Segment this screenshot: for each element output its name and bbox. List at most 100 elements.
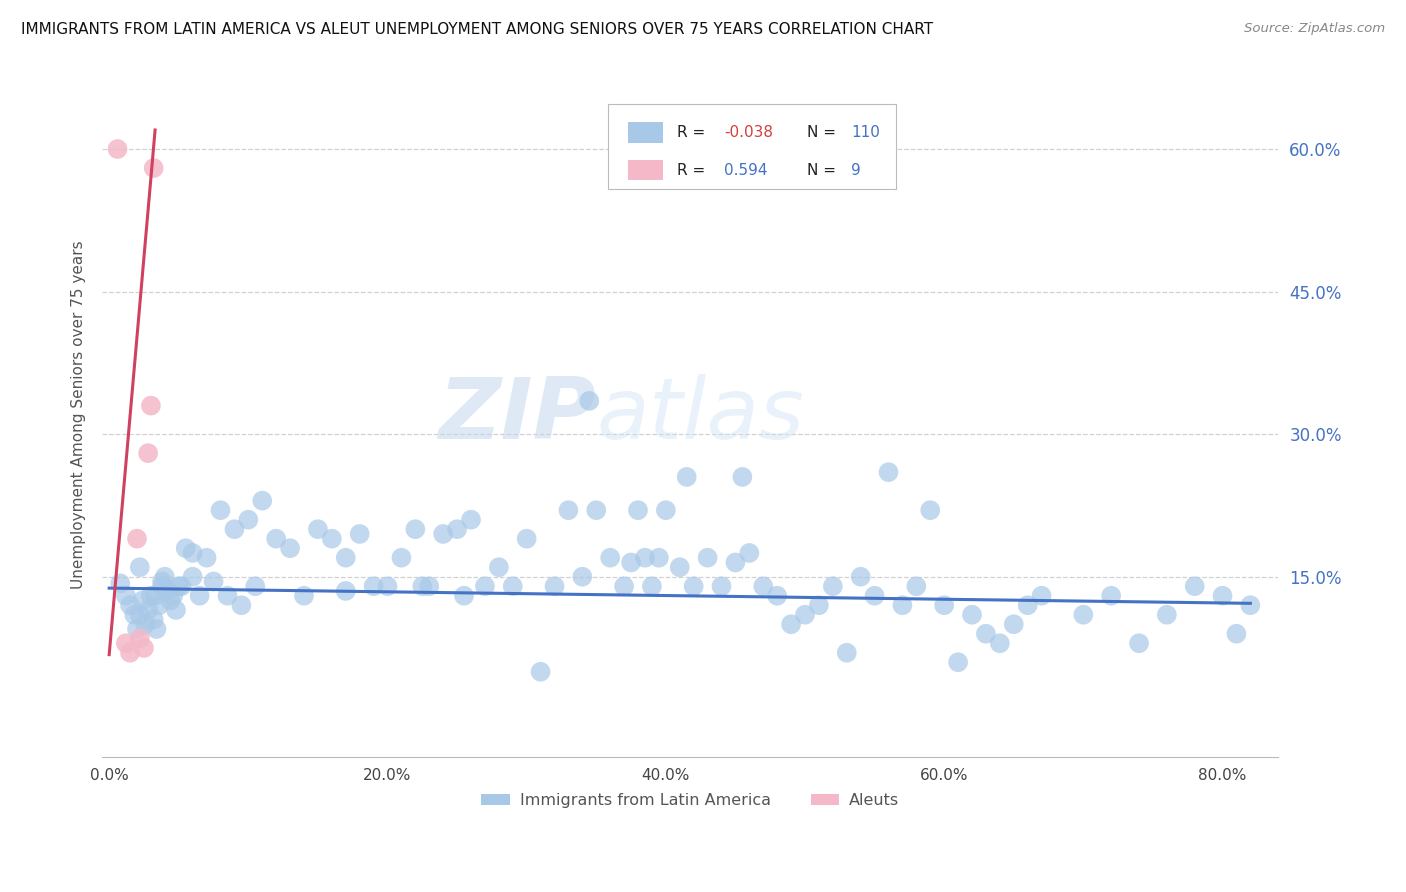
- Point: [620, 556, 643, 570]
- Point: [150, 579, 173, 593]
- Point: [153, 570, 176, 584]
- Legend: Immigrants from Latin America, Aleuts: Immigrants from Latin America, Aleuts: [475, 787, 905, 814]
- Point: [136, 603, 159, 617]
- Point: [1225, 626, 1247, 640]
- Point: [1211, 589, 1233, 603]
- Point: [655, 503, 678, 517]
- Point: [181, 570, 204, 584]
- Point: [453, 589, 475, 603]
- Point: [139, 399, 162, 413]
- Point: [170, 579, 193, 593]
- Point: [905, 579, 928, 593]
- Point: [156, 584, 179, 599]
- Point: [377, 579, 399, 593]
- Y-axis label: Unemployment Among Seniors over 75 years: Unemployment Among Seniors over 75 years: [72, 241, 86, 590]
- Point: [122, 607, 145, 622]
- Point: [641, 579, 664, 593]
- Point: [1156, 607, 1178, 622]
- Point: [252, 493, 274, 508]
- Point: [724, 556, 747, 570]
- Point: [960, 607, 983, 622]
- Point: [128, 560, 150, 574]
- Point: [578, 393, 600, 408]
- Point: [752, 579, 775, 593]
- Point: [125, 532, 148, 546]
- Point: [1184, 579, 1206, 593]
- Text: 9: 9: [851, 162, 860, 178]
- Point: [863, 589, 886, 603]
- Point: [807, 599, 830, 613]
- Point: [1128, 636, 1150, 650]
- Point: [159, 593, 181, 607]
- Point: [571, 570, 593, 584]
- Point: [543, 579, 565, 593]
- Point: [877, 465, 900, 479]
- Point: [181, 546, 204, 560]
- Point: [516, 532, 538, 546]
- Point: [148, 599, 170, 613]
- Point: [136, 446, 159, 460]
- Point: [1239, 599, 1261, 613]
- Point: [529, 665, 551, 679]
- Point: [446, 522, 468, 536]
- Point: [202, 574, 225, 589]
- Point: [132, 640, 155, 655]
- Point: [195, 550, 218, 565]
- Point: [264, 532, 287, 546]
- Point: [150, 574, 173, 589]
- Point: [391, 550, 413, 565]
- Point: [920, 503, 942, 517]
- Text: atlas: atlas: [596, 374, 804, 457]
- Point: [488, 560, 510, 574]
- Point: [107, 142, 129, 156]
- Text: ZIP: ZIP: [439, 374, 596, 457]
- Point: [1099, 589, 1122, 603]
- Point: [128, 607, 150, 622]
- Point: [145, 622, 167, 636]
- Point: [245, 579, 267, 593]
- Point: [134, 617, 156, 632]
- Point: [217, 589, 239, 603]
- Point: [1031, 589, 1053, 603]
- Point: [162, 589, 184, 603]
- Point: [934, 599, 956, 613]
- Point: [363, 579, 385, 593]
- Point: [188, 589, 211, 603]
- Point: [118, 599, 141, 613]
- Point: [224, 522, 246, 536]
- FancyBboxPatch shape: [607, 103, 896, 189]
- Point: [209, 503, 232, 517]
- Point: [139, 589, 162, 603]
- FancyBboxPatch shape: [628, 160, 664, 180]
- Point: [349, 527, 371, 541]
- Point: [1002, 617, 1025, 632]
- Point: [634, 550, 657, 565]
- Point: [115, 589, 138, 603]
- Point: [891, 599, 914, 613]
- Point: [110, 576, 132, 591]
- Point: [335, 584, 357, 599]
- Point: [292, 589, 315, 603]
- Point: [131, 593, 153, 607]
- Point: [766, 589, 789, 603]
- Point: [599, 550, 621, 565]
- Point: [849, 570, 872, 584]
- Text: N =: N =: [807, 125, 841, 140]
- Point: [613, 579, 636, 593]
- Point: [460, 513, 482, 527]
- Point: [821, 579, 844, 593]
- Point: [974, 626, 997, 640]
- Point: [165, 603, 187, 617]
- Point: [335, 550, 357, 565]
- Point: [118, 646, 141, 660]
- Text: R =: R =: [678, 162, 716, 178]
- Point: [794, 607, 817, 622]
- Point: [474, 579, 496, 593]
- Point: [557, 503, 579, 517]
- Point: [238, 513, 260, 527]
- Point: [696, 550, 718, 565]
- Point: [1073, 607, 1095, 622]
- Point: [167, 579, 190, 593]
- Point: [585, 503, 607, 517]
- Point: [278, 541, 301, 556]
